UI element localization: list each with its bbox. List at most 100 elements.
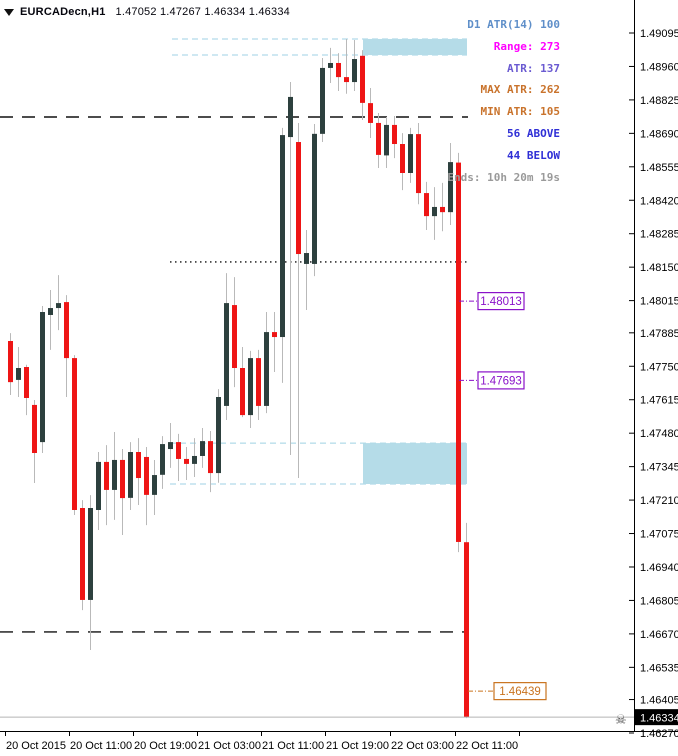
candle-body — [72, 358, 77, 510]
chart-title-bar: EURCADecn,H1 1.47052 1.47267 1.46334 1.4… — [4, 4, 290, 20]
candle-body — [56, 303, 61, 309]
candle-body — [184, 458, 189, 464]
candle-body — [160, 444, 165, 475]
price-tag-box — [477, 371, 525, 390]
candle-body — [408, 134, 413, 173]
y-tick-label: 1.47075 — [640, 529, 678, 541]
current-price-label: 1.46334 — [640, 713, 678, 725]
y-tick-label: 1.46535 — [640, 662, 678, 674]
zone-rect — [363, 38, 467, 56]
y-tick-label: 1.47885 — [640, 328, 678, 340]
candle-body — [440, 206, 445, 213]
candle-body — [88, 508, 93, 600]
candle-body — [392, 124, 397, 145]
y-tick-label: 1.48825 — [640, 95, 678, 107]
x-tick-label: 22 Oct 03:00 — [391, 740, 454, 752]
candle-body — [352, 59, 357, 83]
candle-body — [152, 475, 157, 495]
x-tick-label: 22 Oct 11:00 — [456, 740, 518, 752]
symbol-dropdown-icon[interactable] — [4, 9, 14, 16]
price-tag: 1.47693 — [459, 371, 525, 390]
candle-body — [312, 133, 317, 264]
candles-group — [8, 38, 469, 719]
candle-body — [96, 461, 101, 510]
y-tick-label: 1.48150 — [640, 262, 678, 274]
candle-body — [136, 452, 141, 479]
x-axis[interactable]: 20 Oct 2015 20 Oct 11:00 20 Oct 19:00 21 Oc… — [0, 731, 678, 752]
y-tick-label: 1.49095 — [640, 28, 678, 40]
candle-body — [376, 122, 381, 155]
ohlc-quotes-label: 1.47052 1.47267 1.46334 1.46334 — [115, 6, 290, 18]
candle-body — [328, 62, 333, 68]
candle-body — [224, 303, 229, 406]
candle-body — [128, 452, 133, 498]
y-tick-label: 1.48555 — [640, 162, 678, 174]
current-price-badge: 1.46334 — [635, 709, 678, 726]
x-tick-label: 21 Oct 19:00 — [326, 740, 389, 752]
price-tag-box — [477, 292, 525, 311]
candle-body — [80, 508, 85, 600]
price-tag-label: 1.48013 — [480, 296, 522, 308]
candle-body — [320, 67, 325, 134]
candle-body — [176, 442, 181, 459]
info-line: Range: 273 — [493, 39, 560, 53]
info-line: D1 ATR(14) 100 — [467, 18, 560, 31]
x-tick-label: 21 Oct 03:00 — [198, 740, 261, 752]
x-tick-label: 20 Oct 2015 — [6, 740, 66, 752]
current-price-box — [635, 709, 678, 726]
candle-body — [360, 55, 365, 103]
y-tick-label: 1.48960 — [640, 61, 678, 73]
candle-body — [248, 358, 253, 416]
price-tag: 1.48013 — [459, 292, 525, 311]
candle-body — [400, 144, 405, 173]
candle-body — [304, 253, 309, 264]
candle-body — [24, 367, 29, 398]
y-axis[interactable]: 1.49095 1.48960 1.48825 1.48690 1.48555 1.484… — [629, 0, 678, 740]
zone-rect — [363, 443, 467, 484]
candle-body — [216, 397, 221, 474]
y-tick-label: 1.46670 — [640, 629, 678, 641]
candle-body — [168, 442, 173, 450]
candle-body — [336, 62, 341, 78]
x-tick-label: 20 Oct 19:00 — [134, 740, 197, 752]
candle-body — [32, 404, 37, 453]
candle-body — [288, 96, 293, 138]
candle-body — [40, 312, 45, 443]
y-tick-label: 1.46270 — [640, 728, 678, 740]
info-line: ATR: 137 — [507, 61, 560, 75]
candle-body — [120, 459, 125, 499]
candle-body — [64, 302, 69, 359]
candle-body — [464, 542, 469, 718]
y-tick-label: 1.47750 — [640, 361, 678, 373]
y-tick-label: 1.47345 — [640, 462, 678, 474]
candle-body — [368, 103, 373, 123]
atr-zone — [170, 442, 467, 485]
skull-glyph: ☠ — [615, 713, 627, 728]
info-line: MIN ATR: 105 — [480, 105, 560, 119]
candle-body — [200, 441, 205, 456]
y-tick-label: 1.47210 — [640, 495, 678, 507]
info-line: Ends: 10h 20m 19s — [447, 170, 560, 184]
candle-body — [384, 124, 389, 156]
y-tick-label: 1.47480 — [640, 428, 678, 440]
candle-body — [208, 441, 213, 474]
y-tick-label: 1.48420 — [640, 195, 678, 207]
y-tick-label: 1.46940 — [640, 562, 678, 574]
atr-info-panel: D1 ATR(14) 100 Range: 273 ATR: 137 MAX ATR:… — [447, 14, 560, 188]
candle-body — [112, 459, 117, 490]
candle-body — [104, 461, 109, 490]
price-tag: 1.46439 — [468, 682, 547, 701]
candle-body — [144, 456, 149, 495]
candle-body — [280, 135, 285, 338]
candle-body — [344, 77, 349, 83]
price-tag-label: 1.46439 — [499, 686, 541, 698]
candle-body — [432, 206, 437, 217]
x-tick-label: 21 Oct 11:00 — [262, 740, 324, 752]
candle-body — [296, 142, 301, 255]
candle-body — [264, 332, 269, 406]
symbol-timeframe-label: EURCADecn,H1 — [20, 6, 106, 18]
candle-body — [192, 455, 197, 464]
y-tick-label: 1.48015 — [640, 296, 678, 308]
